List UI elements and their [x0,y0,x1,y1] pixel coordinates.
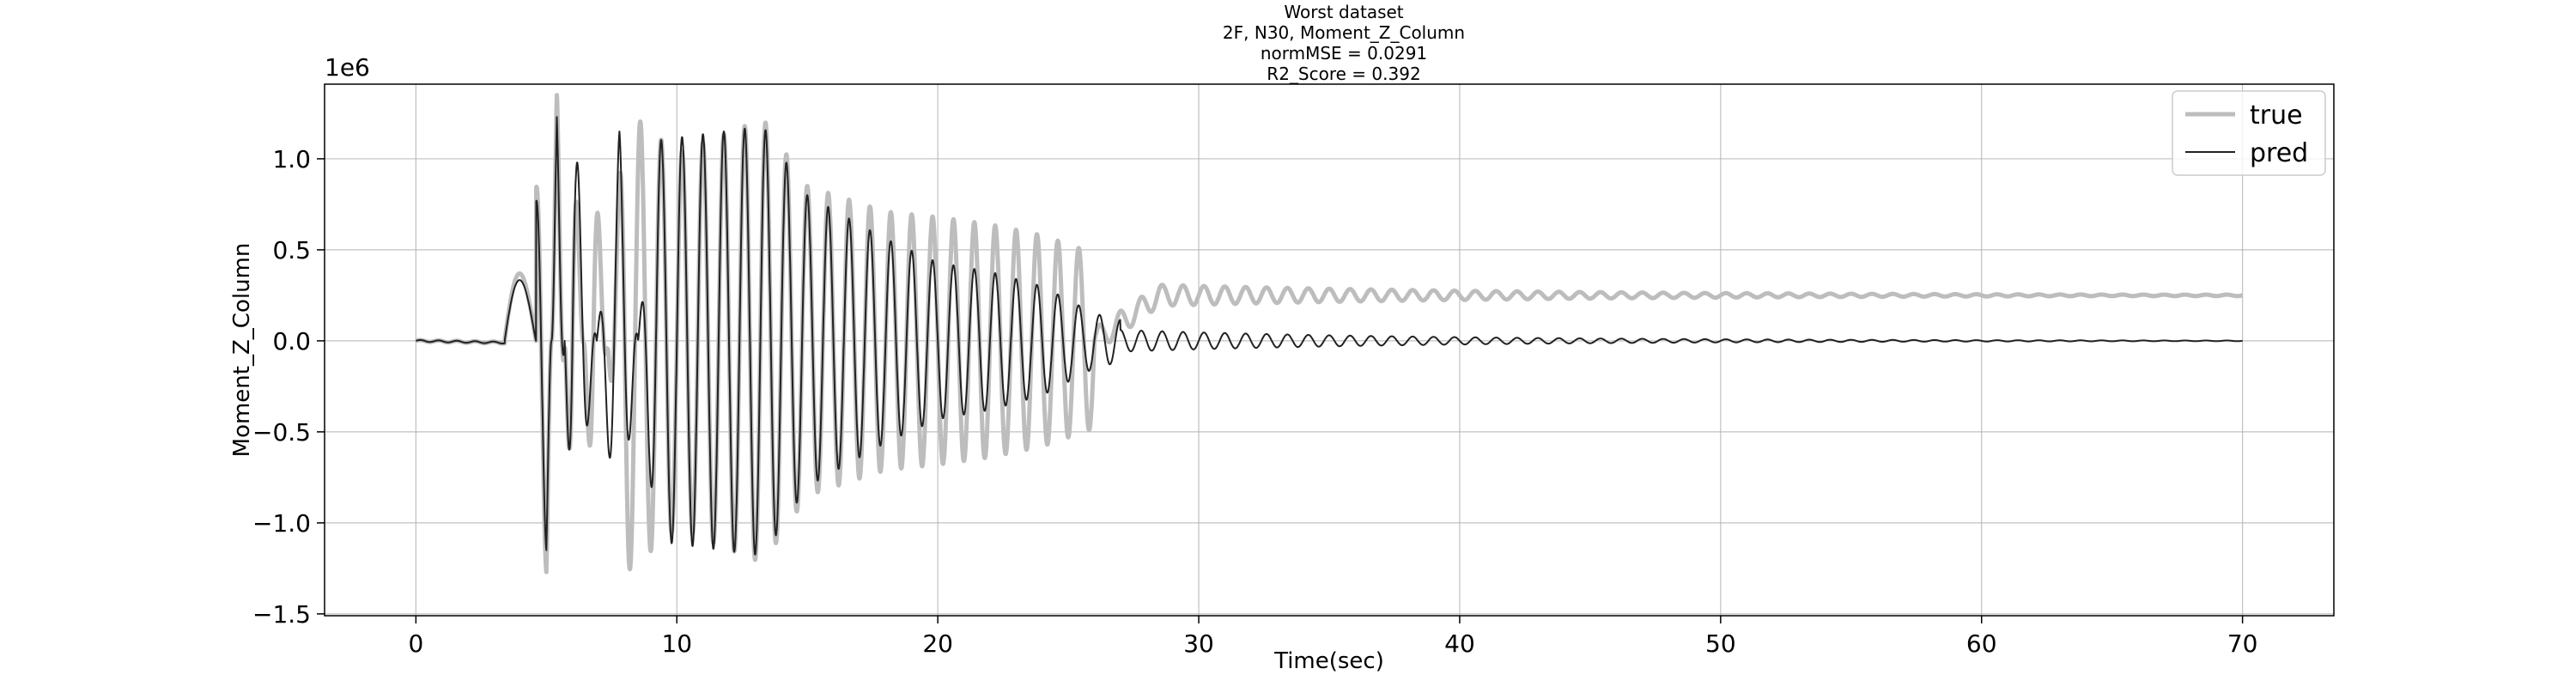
x-axis-label: Time(sec) [1273,648,1384,674]
legend-label-true: true [2250,100,2303,131]
series-line-pred [415,116,2244,556]
x-tick-label: 40 [1444,629,1475,658]
y-tick-label: −1.0 [252,509,311,538]
x-tick-label: 50 [1705,629,1736,658]
x-tick-label: 70 [2227,629,2258,658]
y-tick-label: 0.0 [272,327,311,356]
x-tick-label: 60 [1966,629,1997,658]
y-tick-label: −1.5 [252,600,311,629]
legend: true pred [2172,90,2326,176]
y-tick-label: 1.0 [272,145,311,173]
x-tick-label: 30 [1183,629,1214,658]
series-layer [414,93,2245,575]
title-line-4: R2_Score = 0.392 [1267,64,1421,84]
plot-frame [324,83,2335,617]
legend-label-pred: pred [2250,138,2308,168]
chart-title: Worst dataset 2F, N30, Moment_Z_Column n… [1223,2,1465,84]
x-tick-label: 0 [408,629,423,658]
y-axis-label: Moment_Z_Column [229,243,255,458]
x-tick-label: 20 [922,629,953,658]
y-offset-label: 1e6 [325,53,370,82]
title-line-3: normMSE = 0.0291 [1260,43,1428,64]
y-tick-label: 0.5 [272,236,311,264]
y-tick-label: −0.5 [252,418,311,447]
x-tick-label: 10 [661,629,692,658]
ticks: 0 10 20 30 40 50 60 70 1.0 0.5 0.0 −0.5 −1.0 −1.5 [252,145,2257,658]
title-line-1: Worst dataset [1284,2,1404,22]
title-line-2: 2F, N30, Moment_Z_Column [1222,22,1466,43]
